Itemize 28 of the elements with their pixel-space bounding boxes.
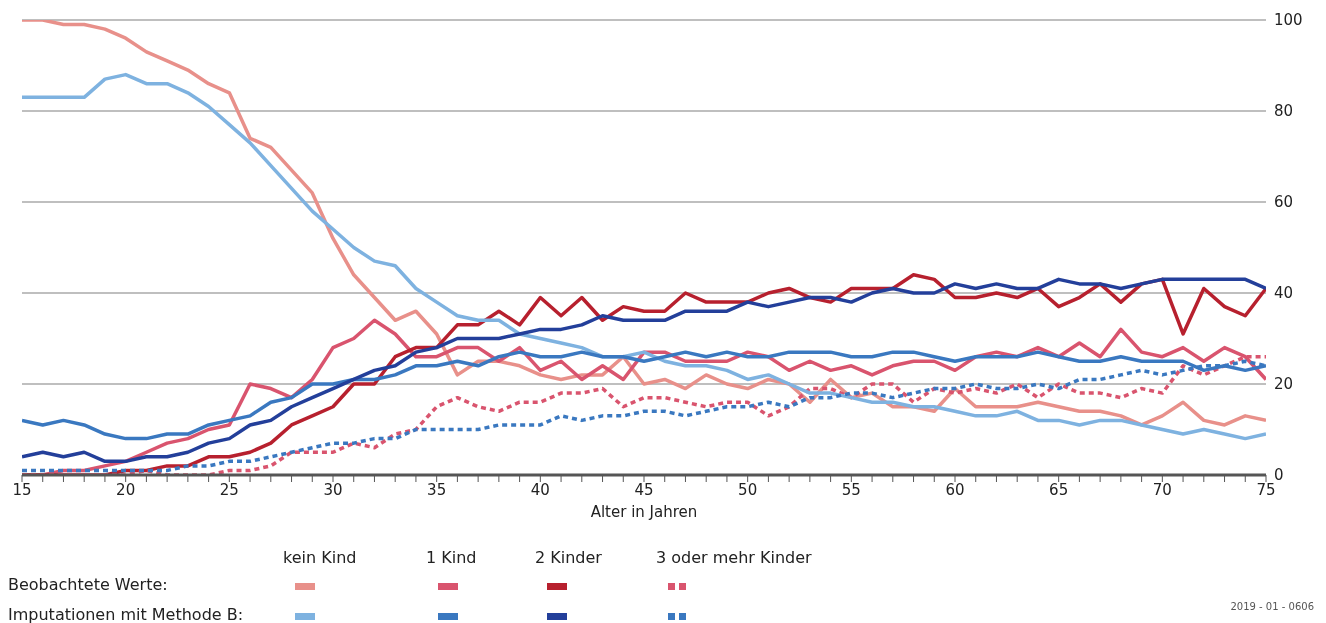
text: 2019 - 01 - 0606 bbox=[1230, 601, 1314, 612]
x-tick-label: 45 bbox=[634, 480, 654, 499]
text: 3 oder mehr Kinder bbox=[656, 548, 812, 567]
x-tick-label: 30 bbox=[323, 480, 343, 499]
x-tick-label: 55 bbox=[841, 480, 861, 499]
x-tick-label: 35 bbox=[427, 480, 447, 499]
x-tick-label: 40 bbox=[530, 480, 550, 499]
y-tick-label: 20 bbox=[1274, 375, 1294, 394]
x-tick-label: 25 bbox=[219, 480, 239, 499]
text: kein Kind bbox=[283, 548, 357, 567]
line-series bbox=[22, 72, 1266, 441]
text: 1 Kind bbox=[426, 548, 477, 567]
y-tick-label: 60 bbox=[1274, 193, 1294, 212]
text: 2 Kinder bbox=[535, 548, 602, 567]
y-tick-label: 0 bbox=[1274, 466, 1284, 485]
x-tick-label: 60 bbox=[945, 480, 965, 499]
y-tick-label: 100 bbox=[1274, 11, 1303, 30]
x-tick-label: 70 bbox=[1152, 480, 1172, 499]
text: Beobachtete Werte: bbox=[8, 575, 168, 594]
x-axis-title: Alter in Jahren bbox=[590, 503, 698, 521]
x-tick-label: 75 bbox=[1256, 480, 1276, 499]
y-tick-label: 40 bbox=[1274, 284, 1294, 303]
x-tick-label: 50 bbox=[738, 480, 758, 499]
y-tick-label: 80 bbox=[1274, 102, 1294, 121]
text: Imputationen mit Methode B: bbox=[8, 605, 244, 623]
x-tick-label: 20 bbox=[116, 480, 136, 499]
x-tick-label: 65 bbox=[1049, 480, 1069, 499]
x-tick-label: 15 bbox=[12, 480, 32, 499]
